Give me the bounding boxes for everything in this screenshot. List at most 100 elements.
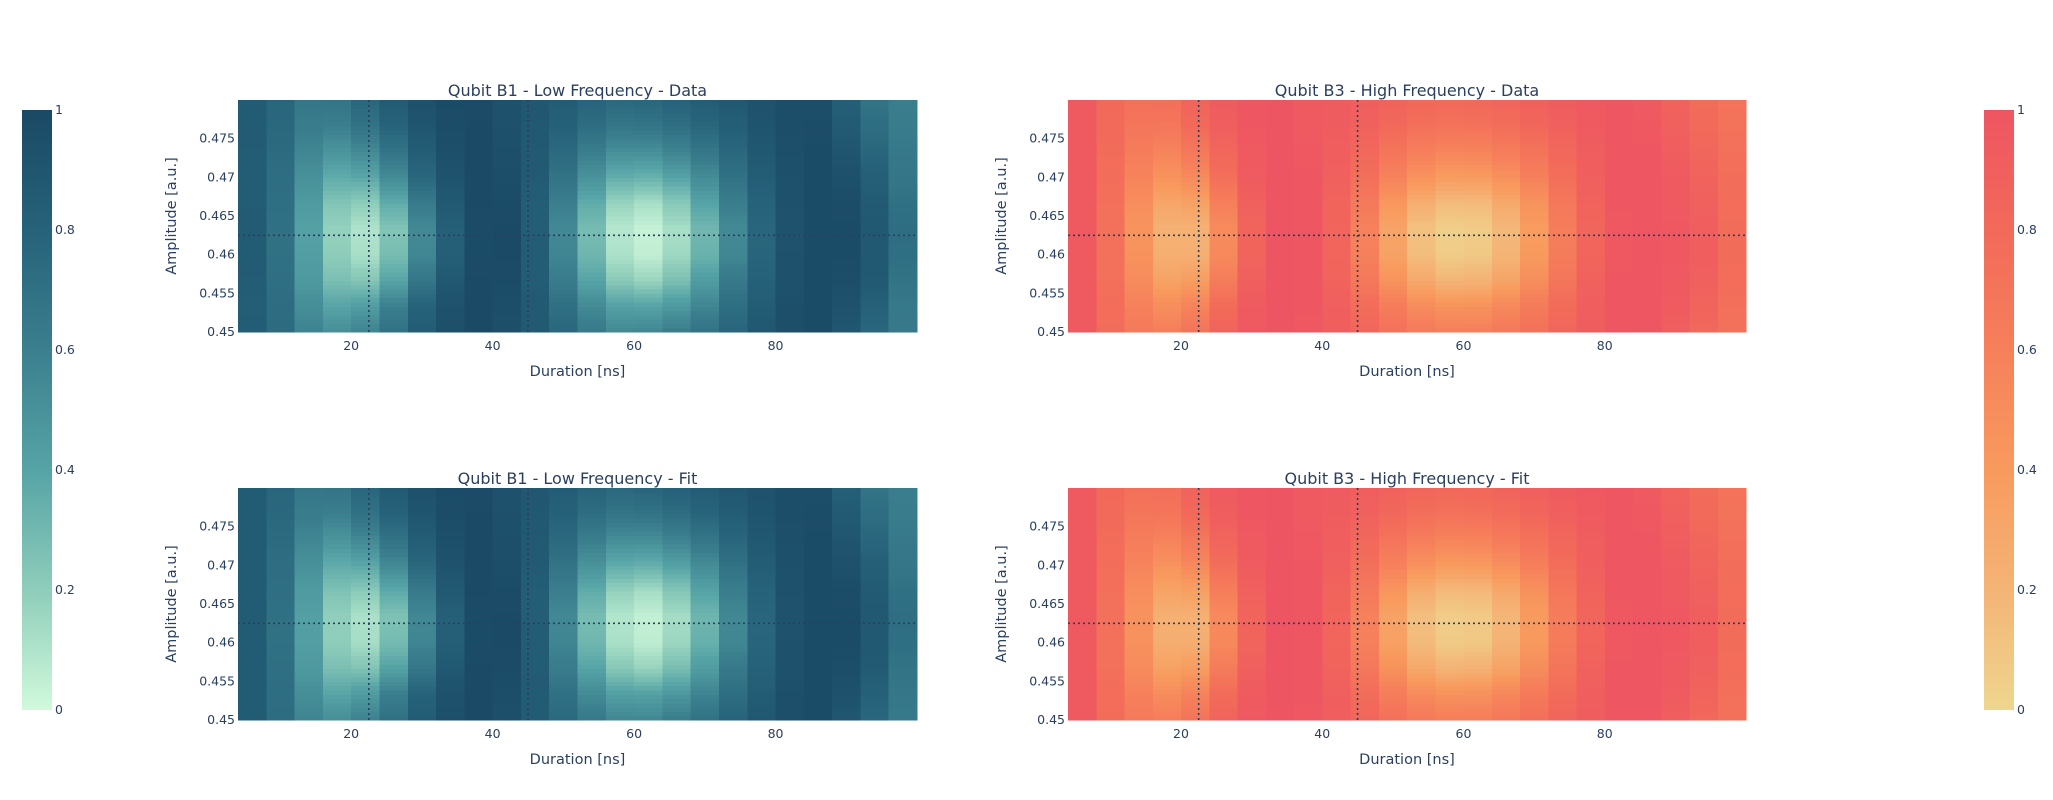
heatmap-cell bbox=[634, 694, 663, 700]
heatmap-cell bbox=[294, 530, 324, 536]
heatmap-cell bbox=[1520, 586, 1549, 592]
heatmap-cell bbox=[888, 327, 918, 333]
heatmap-cell bbox=[1491, 130, 1521, 135]
heatmap-cell bbox=[520, 228, 550, 234]
heatmap-cell bbox=[634, 496, 663, 502]
heatmap-cell bbox=[718, 488, 748, 493]
heatmap-cell bbox=[605, 267, 635, 273]
heatmap-cell bbox=[322, 608, 352, 614]
heatmap-cell bbox=[1322, 173, 1352, 178]
heatmap-cell bbox=[1548, 211, 1578, 217]
heatmap-cell bbox=[1548, 117, 1578, 123]
heatmap-cell bbox=[1661, 194, 1691, 200]
heatmap-cell bbox=[520, 185, 550, 191]
heatmap-cell bbox=[1350, 694, 1380, 700]
heatmap-cell bbox=[407, 539, 437, 545]
heatmap-cell bbox=[407, 211, 437, 217]
heatmap-cell bbox=[860, 604, 890, 609]
heatmap-cell bbox=[1152, 655, 1182, 661]
heatmap-cell bbox=[1209, 565, 1239, 571]
heatmap-cell bbox=[266, 539, 296, 545]
heatmap-cell bbox=[1181, 634, 1210, 639]
heatmap-cell bbox=[605, 280, 635, 286]
heatmap-cell bbox=[747, 280, 777, 286]
heatmap-cell bbox=[1520, 638, 1549, 644]
heatmap-cell bbox=[1209, 151, 1239, 157]
heatmap-cell bbox=[1435, 655, 1465, 661]
heatmap-cell bbox=[690, 616, 720, 622]
heatmap-cell bbox=[294, 271, 324, 277]
heatmap-cell bbox=[1604, 125, 1634, 131]
heatmap-cell bbox=[888, 582, 918, 588]
heatmap-cell bbox=[577, 621, 607, 627]
heatmap-cell bbox=[775, 569, 805, 575]
heatmap-cell bbox=[1152, 677, 1182, 682]
heatmap-cell bbox=[747, 694, 777, 700]
heatmap-cell bbox=[1491, 125, 1521, 131]
heatmap-cell bbox=[1350, 702, 1380, 708]
heatmap-cell bbox=[1463, 586, 1493, 592]
heatmap-cell bbox=[1604, 271, 1634, 277]
heatmap-cell bbox=[718, 147, 748, 153]
heatmap-cell bbox=[1717, 612, 1747, 618]
heatmap-cell bbox=[1096, 310, 1126, 316]
heatmap-cell bbox=[747, 505, 777, 511]
heatmap-cell bbox=[1633, 121, 1662, 127]
heatmap-cell bbox=[1520, 573, 1549, 579]
heatmap-cell bbox=[266, 505, 296, 511]
heatmap-cell bbox=[1181, 237, 1210, 243]
heatmap-cell bbox=[803, 496, 833, 502]
heatmap-cell bbox=[690, 224, 720, 230]
heatmap-cell bbox=[1661, 539, 1691, 545]
heatmap-cell bbox=[832, 306, 862, 312]
heatmap-cell bbox=[1322, 190, 1352, 196]
heatmap-cell bbox=[577, 151, 607, 157]
heatmap-cell bbox=[1633, 655, 1662, 661]
heatmap-cell bbox=[1689, 142, 1719, 148]
heatmap-cell bbox=[1661, 185, 1691, 191]
heatmap-cell bbox=[1152, 689, 1182, 695]
colorbar-teal: 1 0.8 0.6 0.4 0.2 0 bbox=[22, 102, 75, 717]
heatmap-cell bbox=[718, 216, 748, 221]
heatmap-cell bbox=[1633, 323, 1662, 329]
heatmap-cell bbox=[888, 228, 918, 234]
heatmap-cell bbox=[1520, 698, 1549, 704]
heatmap-cell bbox=[1548, 194, 1578, 200]
heatmap-cell bbox=[294, 138, 324, 144]
heatmap-cell bbox=[1576, 254, 1606, 260]
heatmap-cell bbox=[379, 681, 409, 687]
heatmap-cell bbox=[1152, 258, 1182, 264]
heatmap-cell bbox=[1491, 271, 1521, 277]
heatmap-cell bbox=[351, 586, 381, 592]
heatmap-cell bbox=[1181, 104, 1210, 110]
heatmap-cell bbox=[492, 207, 522, 213]
heatmap-cell bbox=[1717, 646, 1747, 652]
heatmap-cell bbox=[1633, 134, 1662, 140]
heatmap-cell bbox=[1181, 108, 1210, 114]
heatmap-cell bbox=[1096, 561, 1126, 566]
heatmap-cell bbox=[379, 711, 409, 717]
heatmap-cell bbox=[1463, 224, 1493, 230]
heatmap-cell bbox=[690, 522, 720, 528]
heatmap-cell bbox=[577, 306, 607, 312]
heatmap-cell bbox=[775, 142, 805, 148]
heatmap-cell bbox=[351, 668, 381, 674]
heatmap-cell bbox=[1435, 207, 1465, 213]
heatmap-cell bbox=[832, 284, 862, 290]
heatmap-cell bbox=[1661, 203, 1691, 209]
heatmap-cell bbox=[634, 121, 663, 127]
heatmap-cell bbox=[605, 599, 635, 605]
heatmap-cell bbox=[238, 715, 267, 721]
heatmap-cell bbox=[1463, 237, 1493, 243]
heatmap-cell bbox=[1294, 147, 1323, 153]
heatmap-cell bbox=[634, 228, 663, 234]
heatmap-cell bbox=[351, 530, 381, 536]
heatmap-cell bbox=[1661, 591, 1691, 597]
heatmap-cell bbox=[407, 535, 437, 541]
heatmap-cell bbox=[322, 177, 352, 183]
heatmap-cell bbox=[1633, 711, 1662, 717]
heatmap-cell bbox=[407, 642, 437, 648]
heatmap-cell bbox=[492, 582, 522, 588]
heatmap-cell bbox=[860, 263, 890, 269]
heatmap-cell bbox=[1548, 702, 1578, 708]
